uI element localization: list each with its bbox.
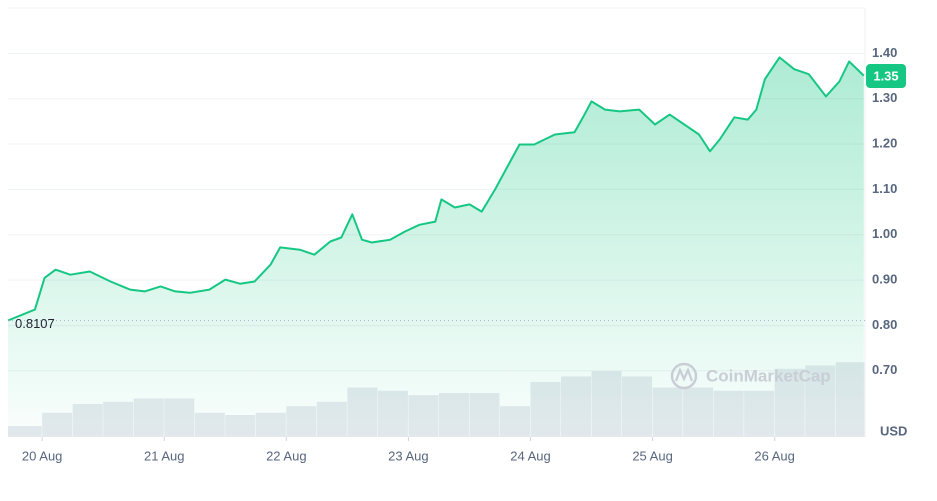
watermark-logo-mark xyxy=(674,367,694,382)
current-price-badge xyxy=(866,64,906,89)
y-tick-label: 1.00 xyxy=(872,226,897,241)
x-tick-label: 20 Aug xyxy=(22,448,63,463)
x-tick-label: 22 Aug xyxy=(266,448,307,463)
y-tick-label: 1.40 xyxy=(872,45,897,60)
y-tick-label: 0.70 xyxy=(872,362,897,377)
y-tick-label: 1.10 xyxy=(872,181,897,196)
watermark-logo xyxy=(670,362,698,390)
price-line xyxy=(7,56,865,322)
x-tick-label: 24 Aug xyxy=(510,448,551,463)
x-tick-label: 21 Aug xyxy=(144,448,185,463)
price-area xyxy=(8,57,864,438)
unit-label: USD xyxy=(880,423,907,438)
x-tick-label: 26 Aug xyxy=(754,448,795,463)
watermark-text: CoinMarketCap xyxy=(706,366,831,385)
plot xyxy=(7,7,866,441)
y-tick-label: 0.80 xyxy=(872,317,897,332)
x-tick-label: 23 Aug xyxy=(388,448,429,463)
y-tick-label: 0.90 xyxy=(872,272,897,287)
current-price-label: 1.35 xyxy=(873,68,898,83)
watermark: CoinMarketCap xyxy=(670,362,831,390)
y-tick-label: 1.20 xyxy=(872,135,897,150)
y-tick-label: 1.30 xyxy=(872,90,897,105)
baseline-label: 0.8107 xyxy=(15,316,55,331)
x-tick-label: 25 Aug xyxy=(632,448,673,463)
